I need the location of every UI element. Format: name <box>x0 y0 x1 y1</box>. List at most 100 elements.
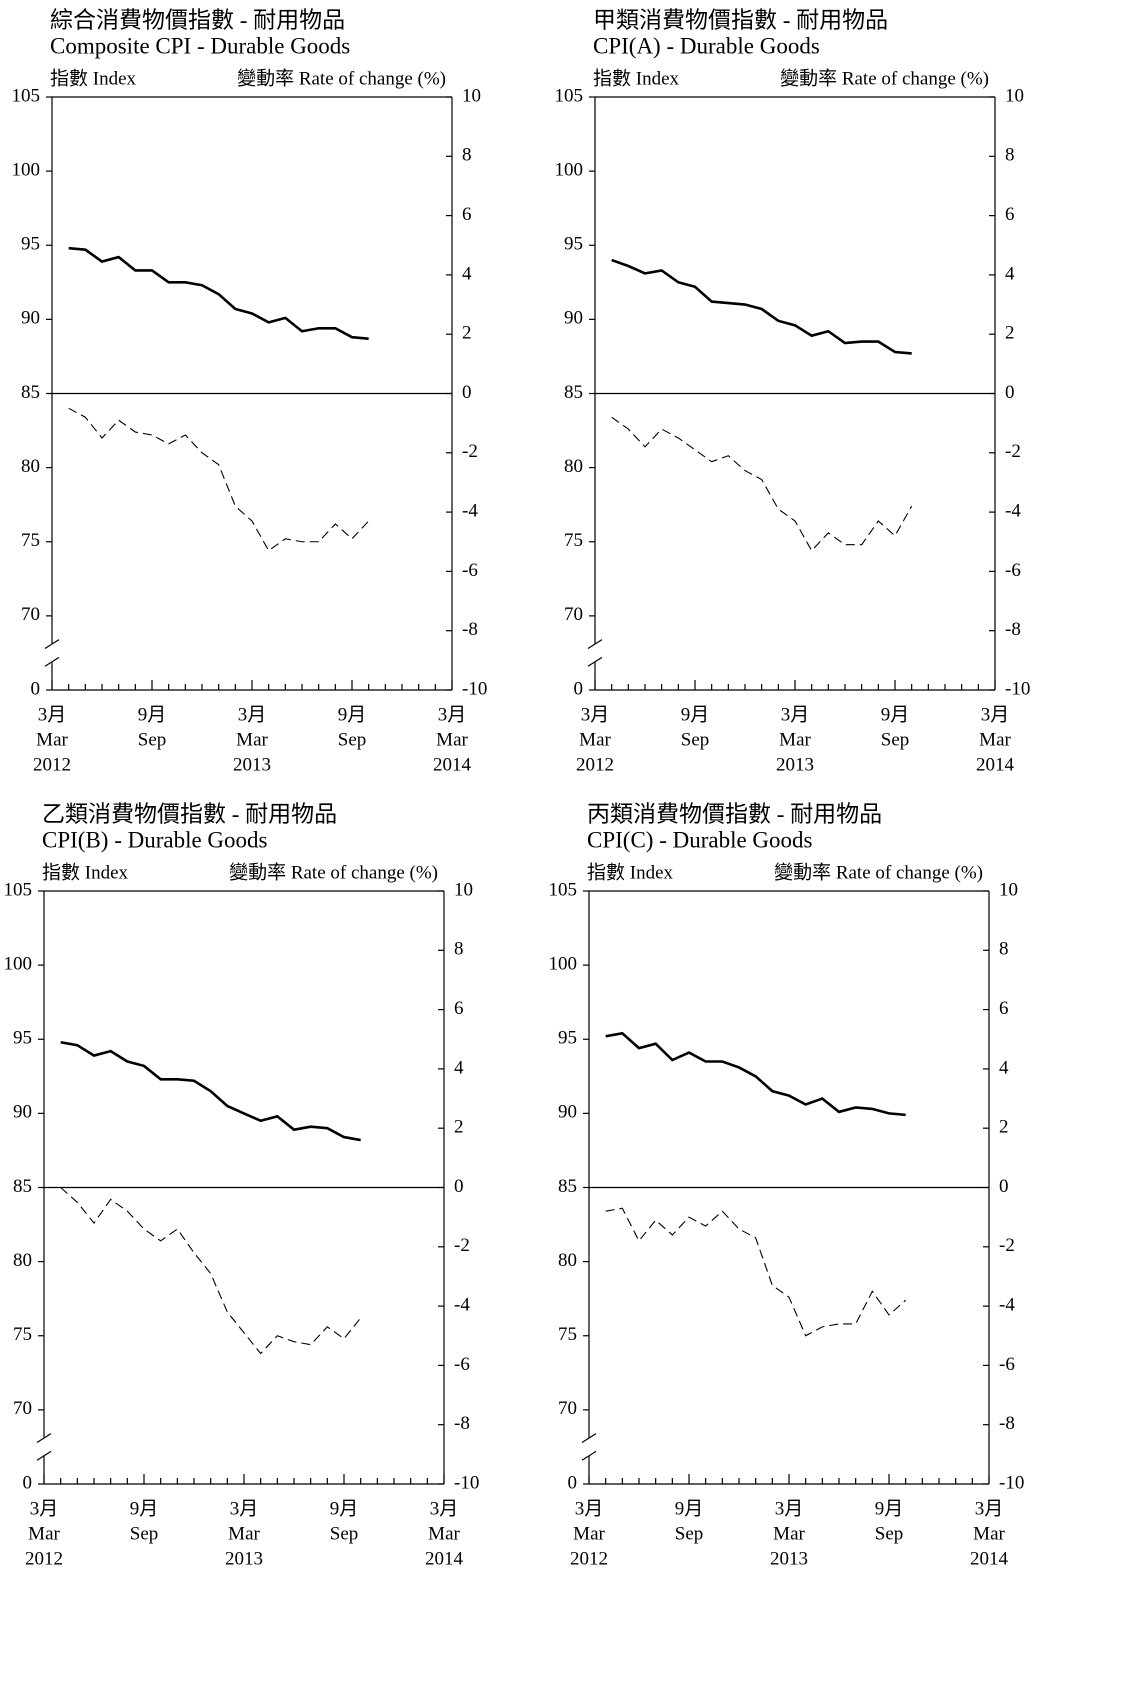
y2-tick-label: -8 <box>1005 619 1021 640</box>
y2-tick-label: -6 <box>1005 560 1021 581</box>
y2-tick-label: 0 <box>999 1176 1009 1197</box>
x-tick-label: 2013 <box>776 754 814 775</box>
y2-tick-label: 4 <box>999 1057 1009 1078</box>
y-tick-label: 0 <box>31 678 41 699</box>
y-tick-label: 105 <box>549 879 578 900</box>
x-tick-label: 3月 <box>775 1498 804 1519</box>
y2-axis-label: 變動率 Rate of change (%) <box>780 67 989 89</box>
axis-break <box>36 1433 52 1443</box>
y-tick-label: 80 <box>564 456 583 477</box>
chart-title-zh: 乙類消費物價指數 - 耐用物品 <box>42 801 337 826</box>
x-tick-label: Mar <box>979 729 1011 750</box>
x-tick-label: Mar <box>973 1523 1005 1544</box>
y2-tick-label: 2 <box>999 1117 1009 1138</box>
y2-tick-label: 8 <box>462 145 472 166</box>
x-tick-label: 9月 <box>130 1498 159 1519</box>
x-tick-label: Mar <box>428 1523 460 1544</box>
y2-tick-label: 4 <box>462 263 472 284</box>
y-tick-label: 105 <box>12 85 41 106</box>
y-tick-label: 75 <box>13 1324 32 1345</box>
chart-title-zh: 甲類消費物價指數 - 耐用物品 <box>593 7 888 32</box>
x-tick-label: 2014 <box>976 754 1015 775</box>
y2-tick-label: -6 <box>999 1354 1015 1375</box>
y2-tick-label: -4 <box>454 1294 470 1315</box>
y-tick-label: 100 <box>549 953 578 974</box>
y-tick-label: 0 <box>568 1472 578 1493</box>
x-tick-label: 9月 <box>875 1498 904 1519</box>
y2-tick-label: -10 <box>462 678 487 699</box>
y2-tick-label: -4 <box>999 1294 1015 1315</box>
y-axis-label: 指數 Index <box>42 861 129 883</box>
axis-break <box>587 639 603 649</box>
y2-tick-label: 10 <box>454 879 473 900</box>
y2-tick-label: -6 <box>462 560 478 581</box>
y2-tick-label: 0 <box>462 382 472 403</box>
y-tick-label: 100 <box>555 159 584 180</box>
y-tick-label: 70 <box>558 1398 577 1419</box>
axis-break <box>44 639 60 649</box>
y2-axis-label: 變動率 Rate of change (%) <box>229 861 438 883</box>
y2-tick-label: 10 <box>999 879 1018 900</box>
y-tick-label: 85 <box>558 1176 577 1197</box>
x-tick-label: Sep <box>130 1523 159 1544</box>
x-tick-label: 2014 <box>970 1548 1009 1569</box>
y2-tick-label: -2 <box>454 1235 470 1256</box>
y2-tick-label: 0 <box>1005 382 1015 403</box>
x-tick-label: Sep <box>875 1523 904 1544</box>
x-tick-label: Mar <box>779 729 811 750</box>
x-tick-label: 3月 <box>438 704 467 725</box>
axis-break <box>581 1433 597 1443</box>
y-tick-label: 80 <box>21 456 40 477</box>
y-tick-label: 90 <box>564 308 583 329</box>
x-tick-label: 9月 <box>138 704 167 725</box>
y-tick-label: 95 <box>564 234 583 255</box>
y2-tick-label: 4 <box>1005 263 1015 284</box>
x-tick-label: Mar <box>773 1523 805 1544</box>
x-tick-label: Sep <box>675 1523 704 1544</box>
y-axis-label: 指數 Index <box>50 67 137 89</box>
axis-break <box>587 656 603 667</box>
y2-tick-label: -8 <box>454 1413 470 1434</box>
y-tick-label: 75 <box>558 1324 577 1345</box>
x-tick-label: 3月 <box>230 1498 259 1519</box>
y2-tick-label: 2 <box>454 1117 464 1138</box>
x-tick-label: 3月 <box>38 704 67 725</box>
axis-break <box>36 1450 52 1461</box>
y2-axis-label: 變動率 Rate of change (%) <box>774 861 983 883</box>
x-tick-label: 3月 <box>581 704 610 725</box>
rate-line <box>605 1207 907 1337</box>
y2-tick-label: 2 <box>462 323 472 344</box>
y2-tick-label: -10 <box>454 1472 479 1493</box>
y2-tick-label: 4 <box>454 1057 464 1078</box>
y-axis-label: 指數 Index <box>587 861 674 883</box>
y2-tick-label: 6 <box>454 998 464 1019</box>
y2-tick-label: 6 <box>1005 204 1015 225</box>
x-tick-label: 3月 <box>30 1498 59 1519</box>
y-tick-label: 85 <box>21 382 40 403</box>
x-tick-label: Sep <box>338 729 367 750</box>
x-tick-label: Mar <box>436 729 468 750</box>
y2-tick-label: 6 <box>462 204 472 225</box>
y-tick-label: 90 <box>13 1102 32 1123</box>
y-tick-label: 105 <box>555 85 584 106</box>
y2-tick-label: -8 <box>462 619 478 640</box>
x-tick-label: 3月 <box>575 1498 604 1519</box>
x-tick-label: 2012 <box>576 754 614 775</box>
index-line <box>60 1040 361 1142</box>
x-tick-label: 9月 <box>330 1498 359 1519</box>
x-tick-label: 2012 <box>570 1548 608 1569</box>
y2-tick-label: 0 <box>454 1176 464 1197</box>
y2-axis-label: 變動率 Rate of change (%) <box>237 67 446 89</box>
chart-title: CPI(C) - Durable Goods <box>587 827 813 852</box>
y-tick-label: 90 <box>558 1102 577 1123</box>
x-tick-label: 2013 <box>233 754 271 775</box>
x-tick-label: Sep <box>138 729 167 750</box>
y2-tick-label: -4 <box>462 500 478 521</box>
y2-tick-label: -2 <box>999 1235 1015 1256</box>
index-line <box>68 246 369 340</box>
